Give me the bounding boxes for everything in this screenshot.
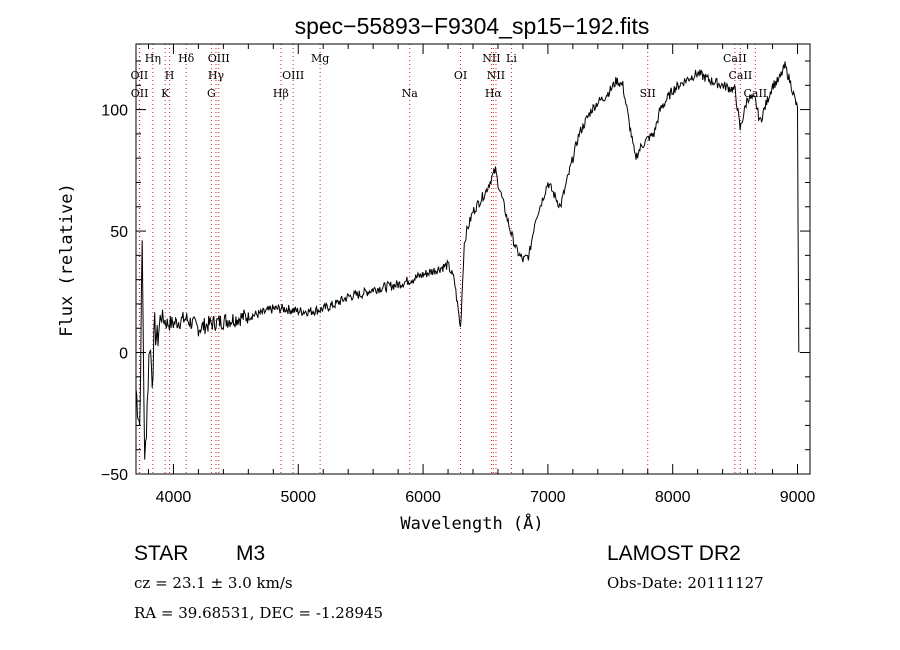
velocity-text: cz = 23.1 ± 3.0 km/s xyxy=(134,574,293,592)
x-axis-label: Wavelength (Å) xyxy=(400,512,543,534)
line-marker-label: Hη xyxy=(145,52,161,65)
line-marker-label: Hα xyxy=(485,87,503,100)
line-marker-label: Li xyxy=(506,52,517,65)
x-tick-label: 5000 xyxy=(280,489,316,506)
subclass: M3 xyxy=(236,542,266,565)
y-tick-label: 50 xyxy=(110,224,128,241)
line-marker-label: Mg xyxy=(311,52,329,65)
line-marker-label: OII xyxy=(131,69,149,82)
line-marker-label: H xyxy=(165,69,175,82)
y-tick-label: −50 xyxy=(101,467,128,484)
line-marker-label: NII xyxy=(482,52,500,65)
x-tick-label: 9000 xyxy=(780,489,816,506)
line-marker-label: SII xyxy=(640,87,656,100)
obs-date: Obs-Date: 20111127 xyxy=(607,574,764,592)
line-marker-label: CaII xyxy=(729,69,753,82)
line-marker-label: K xyxy=(161,87,170,100)
line-marker-label: Hδ xyxy=(178,52,195,65)
spectrum-line xyxy=(135,61,800,460)
coordinates: RA = 39.68531, DEC = -1.28945 xyxy=(134,604,383,622)
line-marker-label: OII xyxy=(131,87,149,100)
x-axis-ticks: 4000 5000 6000 7000 8000 9000 xyxy=(147,44,816,506)
line-marker-label: Hβ xyxy=(273,87,289,100)
x-tick-label: 4000 xyxy=(156,489,192,506)
y-axis-label: Flux (relative) xyxy=(57,183,77,337)
x-tick-label: 8000 xyxy=(655,489,691,506)
y-axis-ticks: −50 0 50 100 xyxy=(101,60,810,484)
x-tick-label: 6000 xyxy=(405,489,441,506)
y-tick-label: 100 xyxy=(101,103,128,120)
survey-name: LAMOST DR2 xyxy=(607,542,741,565)
line-marker-label: G xyxy=(207,87,216,100)
line-marker-label: Na xyxy=(402,87,419,100)
y-tick-label: 0 xyxy=(119,346,128,363)
line-marker-label: CaII xyxy=(723,52,747,65)
line-markers: OIIOIIHηKHHδGHγOIIIHβOIIIMgNaOINIIHαNIIL… xyxy=(131,44,767,474)
line-marker-label: OIII xyxy=(282,69,304,82)
line-marker-label: NII xyxy=(487,69,505,82)
chart-title: spec−55893−F9304_sp15−192.fits xyxy=(295,13,650,39)
line-marker-label: OIII xyxy=(208,52,230,65)
x-tick-label: 7000 xyxy=(530,489,566,506)
object-class: STAR xyxy=(134,542,189,565)
plot-frame xyxy=(135,43,811,475)
line-marker-label: Hγ xyxy=(208,69,225,82)
line-marker-label: OI xyxy=(454,69,467,82)
